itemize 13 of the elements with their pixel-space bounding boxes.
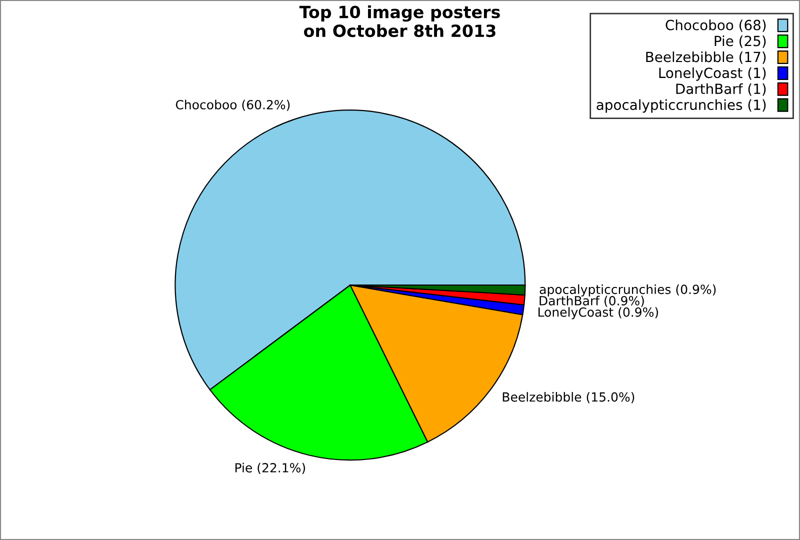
data-label: apocalypticcrunchies (0.9%) — [540, 284, 716, 297]
data-label: Pie (22.1%) — [235, 462, 306, 474]
data-label: LonelyCoast (0.9%) — [538, 307, 658, 320]
data-label: DarthBarf (0.9%) — [540, 296, 644, 307]
data-label: Beelzebibble (15.0%) — [502, 392, 634, 404]
data-label: Chocoboo (60.2%) — [176, 100, 290, 111]
legend-label: apocalypticcrunchies (1) — [596, 99, 766, 113]
legend-label: Beelzebibble (17) — [646, 51, 766, 64]
legend-label: DarthBarf (1) — [676, 83, 766, 96]
legend-label: LonelyCoast (1) — [659, 67, 766, 81]
legend-label: Chocoboo (68) — [666, 20, 766, 32]
chart-title: Top 10 image posters on October 8th 2013 — [299, 5, 500, 38]
legend-label: Pie (25) — [714, 35, 766, 48]
